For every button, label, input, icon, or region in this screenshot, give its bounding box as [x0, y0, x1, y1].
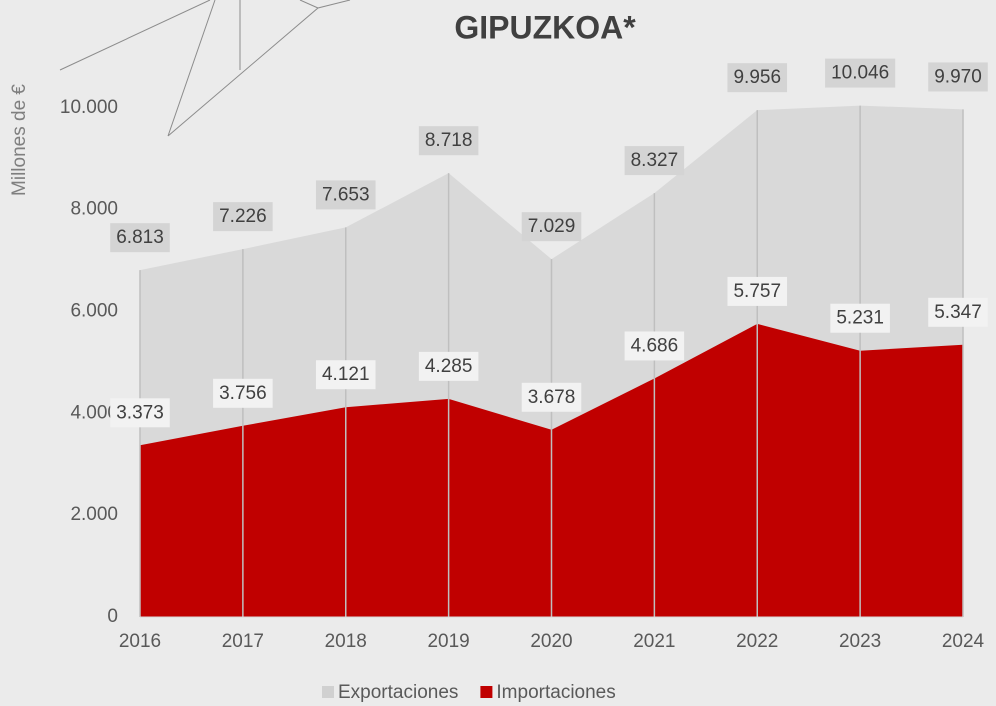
- value-label: 3.756: [219, 383, 267, 404]
- data-label: 5.231: [830, 303, 890, 333]
- value-label: 4.285: [425, 356, 473, 377]
- data-label: 7.226: [213, 202, 273, 232]
- x-tick-label: 2016: [119, 631, 161, 652]
- legend-swatch: [480, 686, 493, 698]
- data-label: 9.956: [727, 63, 788, 93]
- value-label: 5.757: [733, 281, 781, 302]
- decoration: [59, 0, 351, 137]
- label-box: [521, 212, 582, 242]
- value-label: 6.813: [116, 227, 164, 248]
- x-tick-label: 2017: [222, 631, 264, 652]
- label-box: [830, 303, 890, 333]
- value-label: 5.231: [836, 308, 884, 329]
- data-label: 5.757: [727, 276, 788, 306]
- value-label: 9.956: [733, 67, 781, 88]
- x-tick-label: 2018: [325, 631, 367, 652]
- y-tick-label: 6.000: [70, 301, 118, 322]
- label-box: [624, 146, 685, 176]
- x-tick-label: 2024: [942, 631, 985, 652]
- x-tick-label: 2019: [427, 631, 469, 652]
- y-tick-label: 0: [107, 606, 118, 627]
- label-box: [624, 331, 685, 361]
- value-label: 9.970: [934, 66, 982, 87]
- data-label: 4.686: [624, 331, 685, 361]
- data-label: 7.029: [521, 212, 582, 242]
- value-label: 7.653: [322, 184, 370, 205]
- data-label: 3.756: [213, 378, 273, 408]
- value-label: 10.046: [831, 63, 889, 84]
- chart-title: GIPUZKOA*: [454, 9, 636, 45]
- x-tick-label: 2020: [530, 631, 572, 652]
- value-label: 7.029: [528, 216, 576, 237]
- label-box: [213, 378, 273, 408]
- data-label: 7.653: [315, 180, 376, 210]
- y-tick-label: 8.000: [70, 199, 118, 220]
- value-label: 4.121: [322, 364, 370, 385]
- label-box: [213, 202, 273, 232]
- y-axis-label: Millones de €: [9, 84, 30, 196]
- value-label: 4.686: [631, 335, 679, 356]
- y-tick-label: 2.000: [70, 504, 118, 525]
- value-label: 5.347: [934, 302, 982, 323]
- value-label: 8.718: [425, 130, 473, 151]
- data-label: 8.718: [418, 126, 479, 156]
- legend-label: Exportaciones: [338, 682, 458, 703]
- data-label: 10.046: [825, 58, 896, 88]
- value-label: 3.678: [528, 387, 576, 408]
- y-tick-label: 10.000: [60, 97, 118, 118]
- data-label: 3.373: [110, 398, 170, 428]
- legend-swatch: [322, 686, 334, 698]
- data-label: 5.347: [928, 297, 988, 327]
- label-box: [315, 180, 376, 210]
- value-label: 3.373: [116, 402, 164, 423]
- value-label: 7.226: [219, 206, 267, 227]
- label-box: [521, 382, 582, 412]
- label-box: [727, 63, 788, 93]
- legend-label: Importaciones: [496, 682, 615, 703]
- label-box: [928, 297, 988, 327]
- label-box: [928, 62, 988, 92]
- data-label: 3.678: [521, 382, 582, 412]
- x-tick-label: 2021: [633, 631, 675, 652]
- data-label: 8.327: [624, 146, 685, 176]
- x-tick-label: 2023: [839, 631, 881, 652]
- label-box: [315, 360, 376, 390]
- y-tick-label: 4.000: [70, 402, 118, 423]
- data-label: 6.813: [110, 223, 170, 253]
- label-box: [418, 351, 479, 381]
- x-tick-label: 2022: [736, 631, 778, 652]
- data-label: 4.121: [315, 360, 376, 390]
- label-box: [825, 58, 896, 88]
- data-label: 9.970: [928, 62, 988, 92]
- label-box: [110, 223, 170, 253]
- label-box: [110, 398, 170, 428]
- data-label: 4.285: [418, 351, 479, 381]
- label-box: [418, 126, 479, 156]
- value-label: 8.327: [631, 150, 679, 171]
- label-box: [727, 276, 788, 306]
